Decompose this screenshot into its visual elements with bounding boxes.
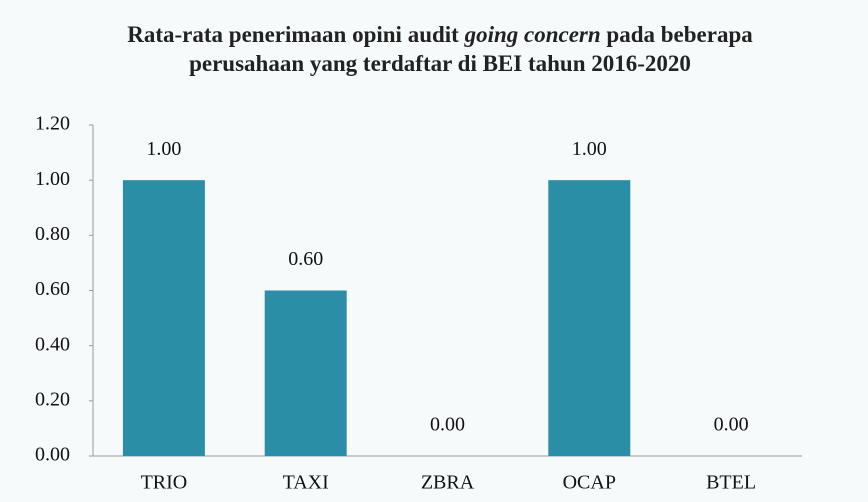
data-label: 1.00 — [146, 138, 181, 160]
x-tick-label: ZBRA — [421, 472, 475, 494]
y-tick-label: 0.60 — [35, 278, 70, 300]
title-part: Rata-rata penerimaan opini audit — [127, 22, 459, 47]
x-tick-label: BTEL — [706, 472, 756, 494]
data-label: 0.00 — [714, 414, 749, 436]
bar — [123, 180, 205, 456]
data-label: 0.00 — [430, 414, 465, 436]
y-tick-label: 0.20 — [35, 388, 70, 410]
y-tick-label: 1.00 — [35, 168, 70, 190]
bar — [548, 180, 630, 456]
bar — [265, 291, 347, 457]
chart-title: Rata-rata penerimaan opini audit going c… — [100, 20, 780, 78]
y-tick-label: 0.80 — [35, 223, 70, 245]
data-label: 0.60 — [288, 248, 323, 270]
x-tick-label: TAXI — [283, 472, 329, 494]
y-tick-label: 0.00 — [35, 444, 70, 466]
title-part-italic: going concern — [465, 22, 601, 47]
y-tick-label: 0.40 — [35, 333, 70, 355]
data-label: 1.00 — [572, 138, 607, 160]
chart-container: 0.00 0.20 0.40 0.60 0.80 1.00 1.20 TRIO 1.00 TAXI… — [0, 0, 868, 502]
x-tick-label: OCAP — [563, 472, 616, 494]
y-tick-label: 1.20 — [35, 113, 70, 135]
x-tick-label: TRIO — [141, 472, 188, 494]
